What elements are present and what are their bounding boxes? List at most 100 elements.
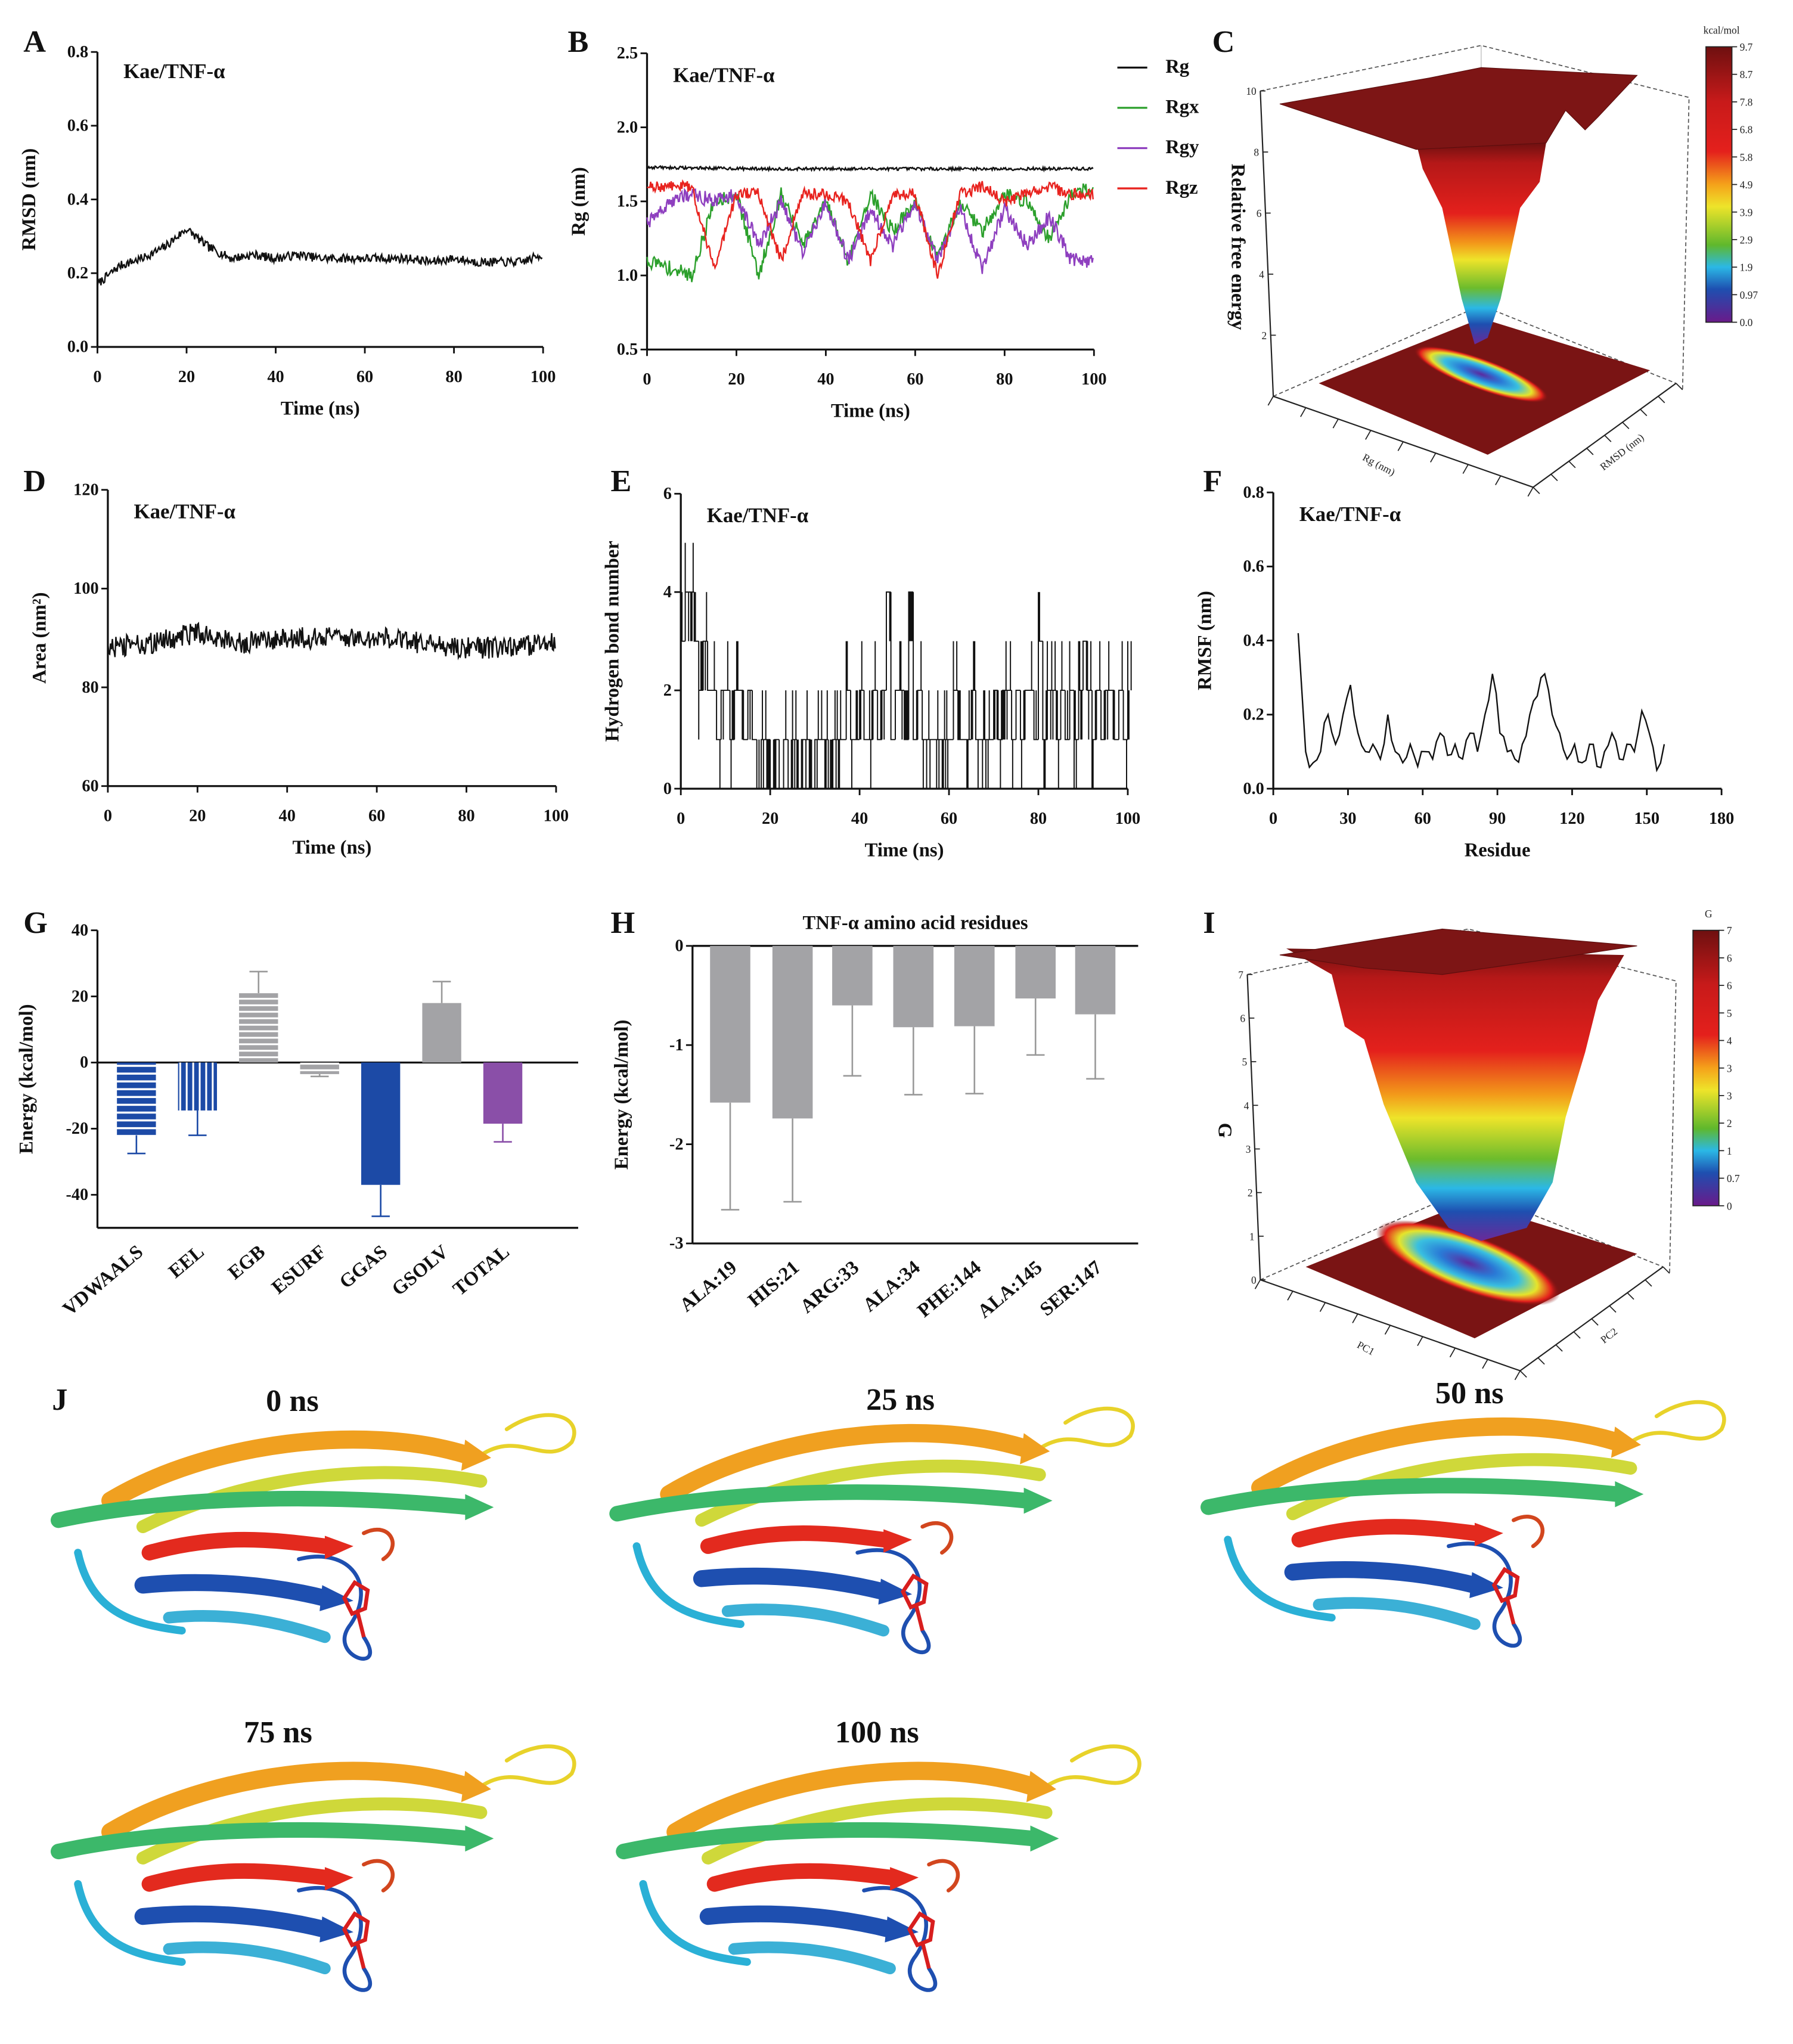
beta-strand-ribbon <box>51 1491 476 1528</box>
z-axis-label: G <box>1214 1123 1236 1138</box>
y-tick-label: 2.5 <box>617 44 638 63</box>
y-tick-label: -2 <box>669 1135 684 1153</box>
bar-egb <box>239 993 278 1063</box>
panel-letter-J: J <box>52 1382 67 1417</box>
legend-label-rgy: Rgy <box>1165 137 1199 158</box>
colorbar-tick-label: 3.9 <box>1740 206 1753 218</box>
x-tick <box>1352 1313 1358 1323</box>
x-tick-label: 60 <box>1414 809 1431 828</box>
snapshot-label: 100 ns <box>835 1715 919 1750</box>
bar-total <box>483 1062 523 1124</box>
bar-esurf <box>300 1062 339 1074</box>
energy-funnel-surface <box>1416 142 1546 345</box>
snapshot-label: 50 ns <box>1435 1376 1504 1410</box>
beta-strand-ribbon <box>101 1761 477 1841</box>
x-axis-label: Rg (nm) <box>1361 451 1397 478</box>
x-tick-label: 100 <box>1115 809 1141 828</box>
x-axis-label: PC1 <box>1355 1339 1377 1358</box>
x-tick <box>1384 1325 1391 1335</box>
series-line-rmsd <box>97 228 543 287</box>
bar-phe-144 <box>954 945 995 1026</box>
ligand-kae-sticks <box>901 1573 929 1632</box>
y-tick-label: 100 <box>73 579 99 598</box>
colorbar-tick-label: 0.7 <box>1727 1173 1740 1184</box>
x-tick <box>1527 486 1534 497</box>
beta-strand-ribbon <box>297 1555 373 1661</box>
y-tick-label: -3 <box>669 1235 684 1253</box>
y-axis-label-B: Rg (nm) <box>568 167 590 235</box>
colorbar-tick-label: 0.0 <box>1740 317 1753 328</box>
panel-letter-D: D <box>23 464 46 498</box>
y-axis-label: RMSD (nm) <box>1597 431 1646 473</box>
x-category-label: ALA:19 <box>676 1257 741 1316</box>
ligand-kae-sticks <box>342 1911 370 1969</box>
colorbar-tick-label: 0.97 <box>1740 289 1758 301</box>
z-axis <box>1246 974 1261 1280</box>
energy-plateau-surface <box>1279 67 1638 150</box>
x-tick-label: 20 <box>728 370 745 389</box>
z-tick-label: 5 <box>1242 1056 1247 1068</box>
z-tick-label: 10 <box>1246 85 1257 97</box>
y-tick-label: 0 <box>675 937 683 956</box>
x-tick-label: 40 <box>279 807 296 826</box>
x-tick <box>1287 1291 1293 1301</box>
x-tick-label: 20 <box>189 807 206 826</box>
chart-title-E: Kae/TNF-α <box>707 504 809 527</box>
beta-strand-ribbon <box>920 1521 954 1555</box>
x-tick-label: 120 <box>1559 809 1584 828</box>
x-tick-label: 0 <box>677 809 685 828</box>
beta-strand-ribbon <box>51 1822 476 1860</box>
legend-label-rgz: Rgz <box>1165 177 1198 198</box>
x-tick <box>1300 407 1307 417</box>
beta-strand-ribbon <box>297 1885 373 1992</box>
strand-arrowhead <box>319 1585 353 1611</box>
y-tick <box>1573 1331 1581 1339</box>
beta-strand-ribbon <box>362 1527 395 1561</box>
beta-strand-ribbon <box>74 1549 186 1635</box>
panel-letter-E: E <box>610 464 631 498</box>
y-axis-label: PC2 <box>1598 1325 1620 1345</box>
x-category-label: ALA:145 <box>974 1257 1047 1322</box>
z-tick-label: 4 <box>1244 1100 1249 1112</box>
z-axis-label: Relative free energy <box>1227 164 1248 331</box>
x-axis-label-D: Time (ns) <box>292 837 371 858</box>
x-tick <box>1397 441 1404 451</box>
y-tick <box>1586 448 1594 455</box>
y-tick-label: 0.5 <box>617 340 638 359</box>
panel-letter-C: C <box>1212 24 1235 59</box>
chart-title-B: Kae/TNF-α <box>673 63 775 86</box>
x-tick <box>1482 1359 1488 1369</box>
panel-letter-B: B <box>568 24 589 59</box>
colorbar-tick-label: 3 <box>1727 1062 1732 1074</box>
legend-label-rg: Rg <box>1165 56 1190 77</box>
beta-strand-ribbon <box>134 1905 334 1938</box>
beta-strand-ribbon <box>862 1885 938 1992</box>
beta-strand-ribbon <box>609 1484 1035 1522</box>
protein-cartoon-snapshot <box>616 1744 1141 1992</box>
x-tick-label: 90 <box>1489 809 1506 828</box>
legend-label-rgx: Rgx <box>1165 97 1199 118</box>
beta-strand-ribbon <box>1512 1515 1545 1549</box>
beta-strand-ribbon <box>141 1531 333 1561</box>
y-tick-label: 0 <box>663 780 672 798</box>
strand-arrowhead <box>1030 1825 1059 1852</box>
colorbar-tick-label: 6 <box>1727 952 1732 964</box>
bar-ala-19 <box>710 945 750 1103</box>
y-tick-label: 80 <box>82 678 98 697</box>
strand-arrowhead <box>1469 1572 1503 1599</box>
box-edge <box>1273 305 1677 397</box>
box-edge <box>1260 45 1690 390</box>
colorbar-tick-label: 8.7 <box>1740 69 1753 80</box>
beta-strand-ribbon <box>1224 1536 1336 1622</box>
colorbar-tick-label: 1 <box>1727 1145 1732 1157</box>
beta-strand-ribbon <box>1447 1541 1522 1648</box>
y-tick-label: 0.0 <box>1243 780 1264 798</box>
y-tick-label: 20 <box>72 987 88 1006</box>
y-tick <box>1604 435 1612 442</box>
bar-ala-34 <box>893 945 934 1028</box>
strand-arrowhead <box>1020 1433 1050 1465</box>
series-line-rgz <box>647 179 1094 279</box>
bar-gsolv <box>422 1003 461 1063</box>
x-tick <box>1267 396 1274 406</box>
